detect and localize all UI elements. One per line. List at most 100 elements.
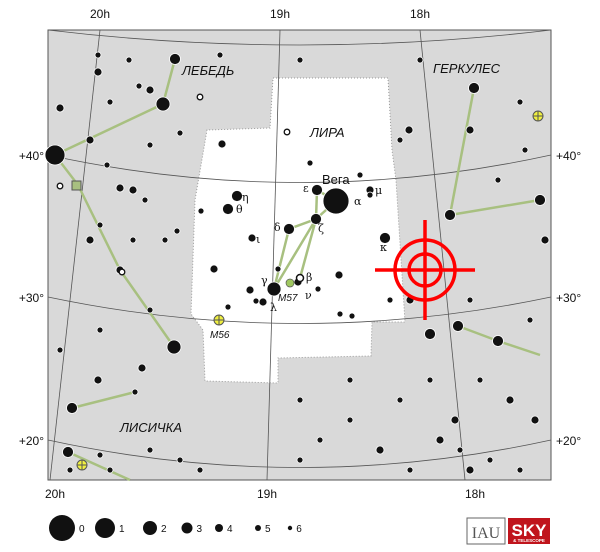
star <box>155 96 171 112</box>
star <box>465 125 475 135</box>
star <box>296 56 304 64</box>
constellation-vulpecula: ЛИСИЧКА <box>119 420 182 435</box>
star <box>247 233 257 243</box>
star <box>169 53 181 65</box>
star <box>396 136 404 144</box>
star <box>222 203 234 215</box>
legend-label-mag-3: 3 <box>197 524 203 535</box>
star <box>266 281 282 297</box>
star <box>56 346 64 354</box>
star <box>128 185 138 195</box>
variable-star <box>196 93 204 101</box>
star <box>306 159 314 167</box>
target-crosshair <box>375 220 475 320</box>
iau-logo: IAU <box>466 517 506 545</box>
star <box>258 297 268 307</box>
legend-label-mag-2: 2 <box>161 524 167 535</box>
constellation-cygnus: ЛЕБЕДЬ <box>181 63 234 78</box>
star <box>310 213 322 225</box>
star <box>346 376 354 384</box>
ra-bottom-19h: 19h <box>257 487 277 501</box>
star <box>196 466 204 474</box>
dec-line-50 <box>47 29 552 46</box>
m57-nebula <box>285 278 295 288</box>
ra-line-20h <box>49 29 101 481</box>
star <box>450 415 460 425</box>
star <box>492 335 504 347</box>
star <box>44 144 66 166</box>
ra-bottom-18h: 18h <box>465 487 485 501</box>
legend-label-mag-1: 1 <box>119 524 125 535</box>
star <box>93 67 103 77</box>
legend-star-mag-2 <box>143 521 157 535</box>
star <box>137 363 147 373</box>
stars <box>44 51 550 475</box>
star <box>396 396 404 404</box>
star <box>96 451 104 459</box>
dec-left-40: +40° <box>19 149 44 163</box>
star <box>176 129 184 137</box>
star <box>224 303 232 311</box>
legend-label-mag-6: 6 <box>296 524 302 535</box>
star <box>245 285 255 295</box>
star <box>146 446 154 454</box>
star <box>62 446 74 458</box>
star <box>135 82 143 90</box>
star <box>404 125 414 135</box>
label-m57: M57 <box>278 293 298 304</box>
cygnus-nebula <box>71 180 82 191</box>
star <box>176 456 184 464</box>
legend-star-mag-5 <box>255 525 261 531</box>
ra-line-19h <box>266 29 281 481</box>
dec-right-20: +20° <box>556 434 581 448</box>
star <box>146 306 154 314</box>
star <box>311 184 323 196</box>
star <box>521 146 529 154</box>
star <box>103 161 111 169</box>
legend-star-mag-3 <box>181 522 193 534</box>
star <box>530 415 540 425</box>
constellation-hercules: ГЕРКУЛЕС <box>433 61 501 76</box>
greek-gamma: γ <box>261 274 268 287</box>
ra-top-20h: 20h <box>90 7 110 21</box>
star <box>516 98 524 106</box>
svg-text:& TELESCOPE: & TELESCOPE <box>513 538 545 543</box>
variable-star <box>283 128 291 136</box>
star <box>85 135 95 145</box>
constellation-lyra: ЛИРА <box>309 125 345 140</box>
legend-label-mag-5: 5 <box>265 524 271 535</box>
variable-star <box>118 268 126 276</box>
star <box>424 328 436 340</box>
star <box>296 456 304 464</box>
star <box>466 296 474 304</box>
dec-left-30: +30° <box>19 291 44 305</box>
greek-eta: η <box>242 191 249 204</box>
star <box>231 190 243 202</box>
star <box>534 194 546 206</box>
star <box>494 176 502 184</box>
star <box>486 456 494 464</box>
sky-telescope-logo: SKY & TELESCOPE <box>508 518 550 544</box>
star <box>444 209 456 221</box>
cluster-vulpecula <box>76 459 88 471</box>
greek-lambda: λ <box>270 301 277 314</box>
star <box>145 85 155 95</box>
star <box>452 320 464 332</box>
star <box>217 139 227 149</box>
dec-left-20: +20° <box>19 434 44 448</box>
legend-label-mag-0: 0 <box>79 524 85 535</box>
greek-beta: β <box>306 271 312 284</box>
star <box>252 297 260 305</box>
greek-iota: ι <box>256 233 260 246</box>
star <box>435 435 445 445</box>
dec-line-20 <box>47 439 552 468</box>
star <box>334 270 344 280</box>
dec-line-30 <box>47 296 552 324</box>
label-m56: M56 <box>210 330 230 341</box>
star <box>316 436 324 444</box>
greek-epsilon: ε <box>303 182 309 195</box>
star <box>209 264 219 274</box>
m56-cluster <box>213 314 225 326</box>
legend-star-mag-6 <box>287 525 293 531</box>
star <box>406 466 414 474</box>
